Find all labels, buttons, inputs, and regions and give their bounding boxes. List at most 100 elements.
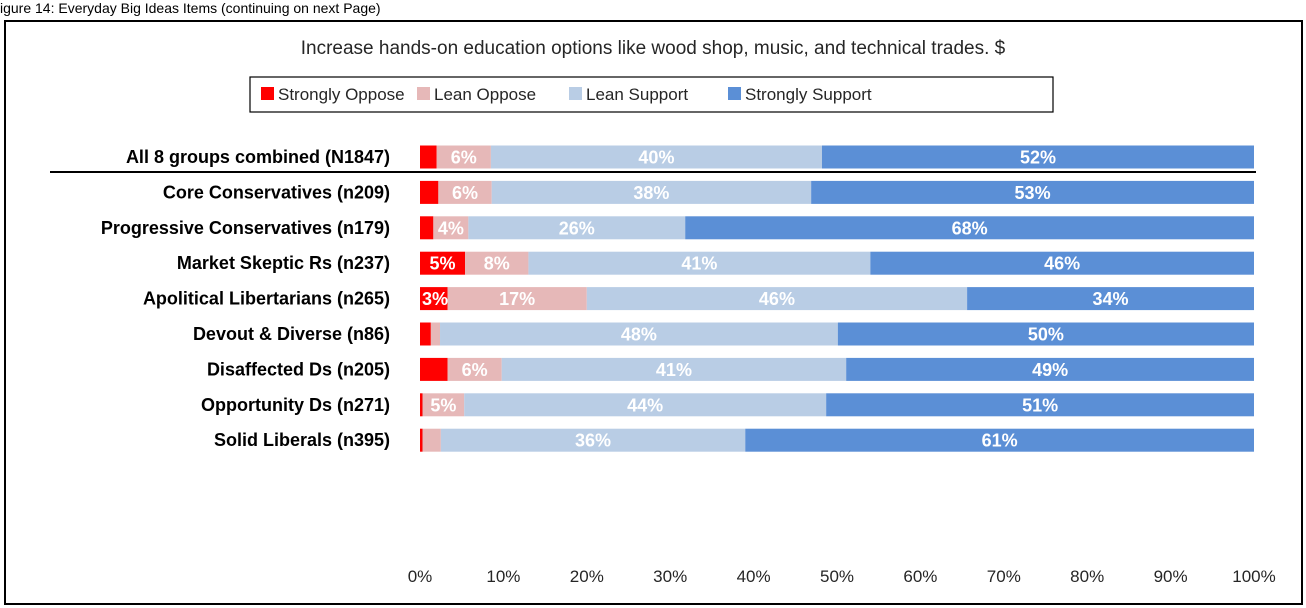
data-label-strongly-support: 61% [982, 431, 1018, 451]
bar-lean-support [501, 357, 847, 381]
data-label-lean-oppose: 6% [451, 148, 477, 168]
bar-strongly-support [745, 428, 1254, 452]
x-tick-label: 10% [486, 567, 520, 586]
x-tick-label: 60% [903, 567, 937, 586]
legend-label-strongly-support: Strongly Support [745, 85, 872, 104]
legend-label-lean-oppose: Lean Oppose [434, 85, 536, 104]
bar-lean-support [468, 216, 686, 240]
bar-strongly-support [837, 322, 1254, 346]
bar-lean-oppose [436, 145, 491, 169]
bar-strongly-oppose [420, 428, 423, 452]
data-label-strongly-support: 53% [1015, 183, 1051, 203]
data-label-lean-support: 44% [627, 395, 663, 415]
bar-strongly-oppose [420, 145, 437, 169]
category-label: Core Conservatives (n209) [163, 182, 390, 202]
stacked-bar-chart: Increase hands-on education options like… [50, 38, 1276, 586]
category-label: Opportunity Ds (n271) [201, 395, 390, 415]
category-label: Devout & Diverse (n86) [193, 324, 390, 344]
data-label-lean-oppose: 17% [499, 289, 535, 309]
data-label-lean-support: 36% [575, 431, 611, 451]
x-tick-label: 70% [987, 567, 1021, 586]
data-label-lean-support: 48% [621, 325, 657, 345]
bar-lean-oppose [422, 393, 465, 417]
x-tick-label: 0% [408, 567, 433, 586]
bar-strongly-oppose [420, 357, 448, 381]
data-label-strongly-support: 68% [952, 218, 988, 238]
legend-swatch-lean-oppose [417, 87, 430, 100]
data-label-strongly-support: 50% [1028, 325, 1064, 345]
data-label-lean-support: 41% [681, 254, 717, 274]
data-label-strongly-support: 49% [1032, 360, 1068, 380]
x-tick-label: 20% [570, 567, 604, 586]
bar-lean-support [586, 287, 968, 311]
bar-strongly-oppose [420, 180, 439, 204]
bar-lean-support [440, 322, 838, 346]
category-labels: All 8 groups combined (N1847) Core Conser… [101, 147, 390, 450]
x-tick-label: 80% [1070, 567, 1104, 586]
bar-strongly-oppose [420, 322, 431, 346]
legend-box [249, 76, 1054, 113]
bar-lean-support [440, 428, 746, 452]
data-label-strongly-support: 52% [1020, 148, 1056, 168]
data-label-strongly-support: 51% [1022, 395, 1058, 415]
data-label-strongly-support: 46% [1044, 254, 1080, 274]
bar-lean-support [491, 180, 812, 204]
data-label-lean-oppose: 5% [430, 395, 456, 415]
data-label-lean-oppose: 6% [462, 360, 488, 380]
bar-strongly-support [870, 251, 1254, 275]
bar-strongly-oppose [420, 251, 466, 275]
data-label-lean-support: 26% [559, 218, 595, 238]
legend: Strongly Oppose Lean Oppose Lean Support St… [261, 85, 872, 104]
data-label-lean-oppose: 8% [484, 254, 510, 274]
bar-lean-oppose [438, 180, 492, 204]
legend-label-lean-support: Lean Support [586, 85, 688, 104]
category-label: Progressive Conservatives (n179) [101, 218, 390, 238]
bar-lean-support [490, 145, 822, 169]
data-label-strongly-support: 34% [1093, 289, 1129, 309]
data-label-lean-support: 40% [638, 148, 674, 168]
category-label: Market Skeptic Rs (n237) [177, 253, 390, 273]
category-label: Solid Liberals (n395) [214, 430, 390, 450]
bar-strongly-support [826, 393, 1254, 417]
bar-lean-oppose [422, 428, 441, 452]
x-axis-ticks: 0% 10% 20% 30% 40% 50% 60% 70% 80% 90% 100% [408, 567, 1276, 586]
bar-lean-support [464, 393, 827, 417]
data-label-lean-oppose: 6% [452, 183, 478, 203]
legend-swatch-lean-support [569, 87, 582, 100]
category-label: All 8 groups combined (N1847) [126, 147, 390, 167]
bar-strongly-support [821, 145, 1254, 169]
data-label-lean-support: 46% [759, 289, 795, 309]
data-label-strongly-oppose: 3% [422, 289, 448, 309]
bar-strongly-support [967, 287, 1254, 311]
bar-strongly-support [685, 216, 1254, 240]
bar-strongly-support [811, 180, 1254, 204]
legend-swatch-strongly-oppose [261, 87, 274, 100]
bar-lean-oppose [447, 287, 587, 311]
legend-swatch-strongly-support [728, 87, 741, 100]
bar-strongly-oppose [420, 393, 423, 417]
legend-label-strongly-oppose: Strongly Oppose [278, 85, 405, 104]
bar-lean-oppose [430, 322, 441, 346]
bar-strongly-oppose [420, 287, 448, 311]
category-label: Disaffected Ds (n205) [207, 359, 390, 379]
figure-caption: igure 14: Everyday Big Ideas Items (cont… [0, 0, 381, 16]
data-label-lean-oppose: 4% [438, 218, 464, 238]
bar-strongly-support [846, 357, 1254, 381]
bar-lean-oppose [447, 357, 502, 381]
x-tick-label: 50% [820, 567, 854, 586]
data-label-lean-support: 41% [656, 360, 692, 380]
bars-group: 6% 40% 52% 6% 38% 53% 4% 26% 68% 5% 8% 41% 46% 3% 17% 4… [420, 145, 1254, 452]
bar-lean-oppose [465, 251, 529, 275]
bar-lean-support [528, 251, 871, 275]
x-tick-label: 90% [1154, 567, 1188, 586]
chart-frame: Increase hands-on education options like… [4, 20, 1303, 605]
bar-lean-oppose [433, 216, 469, 240]
x-tick-label: 100% [1232, 567, 1275, 586]
data-label-lean-support: 38% [633, 183, 669, 203]
data-label-strongly-oppose: 5% [430, 254, 456, 274]
x-tick-label: 30% [653, 567, 687, 586]
category-label: Apolitical Libertarians (n265) [143, 289, 390, 309]
chart-title: Increase hands-on education options like… [301, 38, 1006, 59]
x-tick-label: 40% [737, 567, 771, 586]
bar-strongly-oppose [420, 216, 434, 240]
